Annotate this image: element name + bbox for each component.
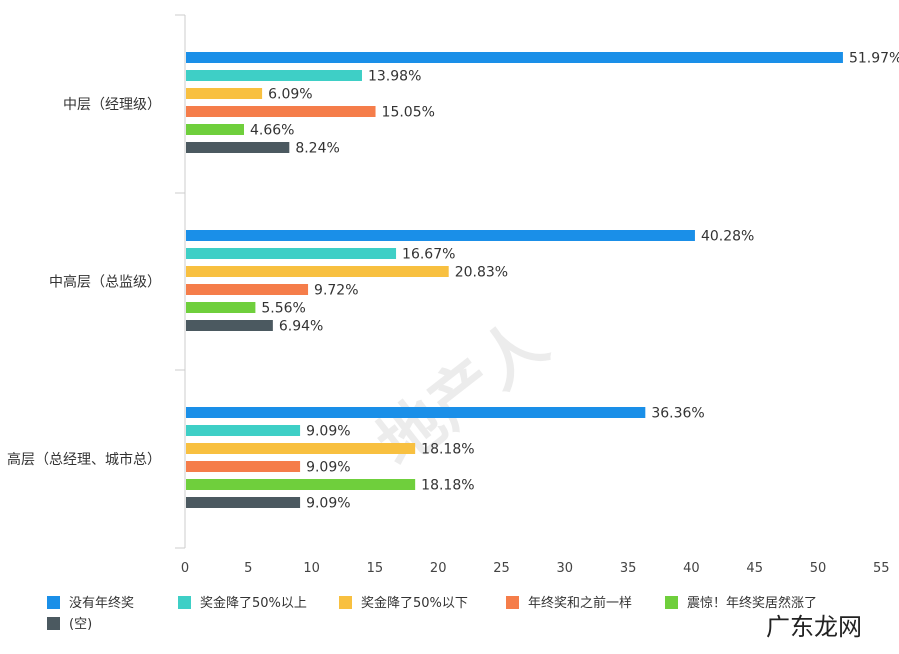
data-label: 20.83% <box>455 265 508 281</box>
axis-layer: 0 5 10 15 20 25 30 35 40 45 50 55 <box>175 14 890 576</box>
bar <box>186 124 244 135</box>
bar <box>186 88 263 99</box>
data-label: 6.94% <box>279 319 323 335</box>
bar <box>186 52 843 63</box>
data-label: 9.09% <box>306 496 350 512</box>
bar <box>186 497 301 508</box>
data-label: 40.28% <box>701 229 754 245</box>
legend-swatch <box>47 617 60 630</box>
bar <box>186 479 416 490</box>
data-label: 9.09% <box>306 460 350 476</box>
legend-label: (空) <box>69 617 92 632</box>
bar <box>186 425 301 436</box>
bar <box>186 248 397 259</box>
bar <box>186 284 309 295</box>
bar <box>186 230 695 241</box>
bars-layer <box>186 52 843 508</box>
bar <box>186 106 376 117</box>
x-tick-label: 50 <box>810 561 827 576</box>
legend-swatch <box>665 596 678 609</box>
data-label: 9.72% <box>314 283 358 299</box>
data-label: 16.67% <box>402 247 455 263</box>
data-label: 6.09% <box>268 87 312 103</box>
x-tick-label: 10 <box>303 561 320 576</box>
x-tick-label: 55 <box>873 561 890 576</box>
legend-label: 奖金降了50%以上 <box>200 595 307 611</box>
data-label: 15.05% <box>382 105 435 121</box>
brand-watermark: 广东龙网 <box>766 613 862 641</box>
bar <box>186 443 416 454</box>
x-tick-label: 40 <box>683 561 700 576</box>
legend: 没有年终奖 奖金降了50%以上 奖金降了50%以下 年终奖和之前一样 震惊！年终奖居然涨… <box>47 595 817 632</box>
category-label: 中层（经理级） <box>63 97 161 113</box>
legend-label: 奖金降了50%以下 <box>361 595 468 611</box>
data-label: 18.18% <box>421 442 474 458</box>
bar <box>186 461 301 472</box>
legend-swatch <box>178 596 191 609</box>
data-label: 18.18% <box>421 478 474 494</box>
bar <box>186 142 290 153</box>
legend-swatch <box>47 596 60 609</box>
data-label: 51.97% <box>849 51 899 67</box>
data-label: 9.09% <box>306 424 350 440</box>
x-tick-label: 30 <box>557 561 574 576</box>
data-label: 4.66% <box>250 123 294 139</box>
x-tick-label: 0 <box>181 561 189 576</box>
data-label: 8.24% <box>295 141 339 157</box>
x-tick-label: 5 <box>244 561 252 576</box>
data-label: 36.36% <box>651 406 704 422</box>
category-label: 高层（总经理、城市总） <box>7 451 161 468</box>
data-label: 13.98% <box>368 69 421 85</box>
x-tick-label: 35 <box>620 561 637 576</box>
x-tick-label: 45 <box>746 561 763 576</box>
legend-label: 震惊！年终奖居然涨了 <box>687 595 817 611</box>
category-label: 中高层（总监级） <box>49 274 161 291</box>
labels-layer: 中层（经理级） 51.97% 13.98% 6.09% 15.05% 4.66%8.24%… <box>7 51 899 512</box>
bar <box>186 70 362 81</box>
legend-label: 年终奖和之前一样 <box>528 595 632 611</box>
bar <box>186 266 449 277</box>
legend-swatch <box>506 596 519 609</box>
data-label: 5.56% <box>261 301 305 317</box>
bar <box>186 302 256 313</box>
bar <box>186 407 646 418</box>
x-tick-label: 20 <box>430 561 447 576</box>
x-tick-label: 15 <box>367 561 384 576</box>
x-tick-label: 25 <box>493 561 510 576</box>
bar <box>186 320 273 331</box>
legend-label: 没有年终奖 <box>69 595 134 611</box>
legend-swatch <box>339 596 352 609</box>
